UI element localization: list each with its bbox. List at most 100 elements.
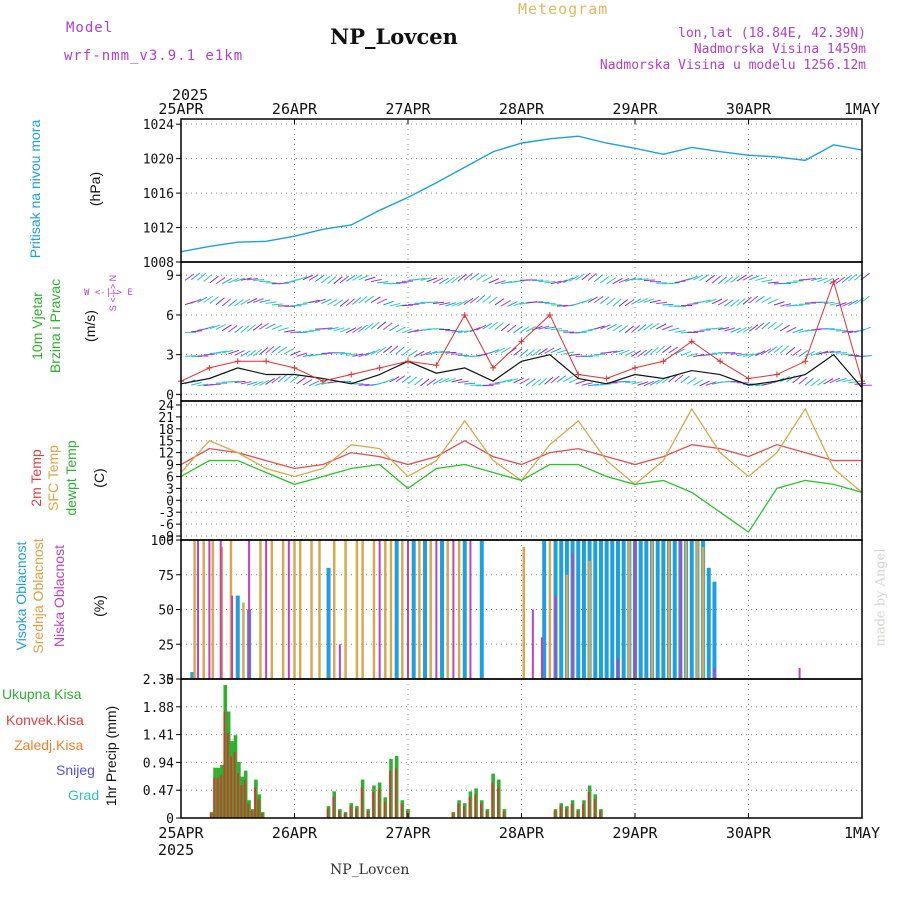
wind-arrow (253, 298, 264, 303)
wind-arrow (259, 347, 269, 356)
wind-arrow (711, 298, 723, 305)
wind-arrow (426, 350, 438, 356)
cloud-bar (457, 540, 461, 679)
wind-arrow (804, 377, 814, 386)
cloud-bar (713, 667, 716, 679)
precip-bar (343, 812, 348, 818)
wind-gust-mark (660, 358, 667, 365)
wind-gust-mark (745, 375, 752, 382)
wind-arrow (190, 272, 201, 281)
wind-arrow (370, 296, 381, 303)
wind-arrow (221, 298, 231, 307)
wind-arrow (817, 350, 829, 355)
wind-arrow (370, 278, 382, 283)
wind-arrow (277, 282, 290, 285)
wind-arrow (519, 326, 530, 333)
wind-arrow (655, 323, 667, 330)
wind-arrow (593, 274, 604, 283)
wind-arrow (581, 272, 591, 281)
wind-arrow (779, 345, 789, 354)
wind-arrow (507, 378, 519, 383)
y-tick-label: 1016 (143, 187, 174, 202)
wind-arrow (606, 350, 618, 354)
wind-arrow (197, 383, 209, 387)
cloud-bar (712, 581, 717, 679)
wind-arrow (507, 324, 517, 333)
wind-arrow (736, 353, 748, 357)
cloud-bar (407, 540, 409, 679)
wind-arrow (687, 303, 699, 305)
wind-arrow (525, 326, 537, 332)
wind-gust-mark (802, 358, 809, 365)
wind-arrow (841, 275, 852, 283)
wind-arrow (581, 382, 593, 386)
wind-arrow (767, 281, 779, 284)
model-altitude-info: Nadmorska Visina u modelu 1256.12m (599, 58, 866, 73)
wind-arrow (488, 278, 500, 284)
pressure-line (180, 135, 863, 253)
wind-arrow (426, 277, 438, 283)
wind-arrow (637, 349, 647, 358)
wind-gust-mark (376, 364, 383, 371)
cloud-bar (344, 540, 347, 679)
y-tick-label: 18 (158, 423, 174, 438)
cloud-bar (435, 540, 438, 679)
wind-arrow (370, 321, 380, 330)
y-tick-label: 25 (158, 638, 174, 653)
cloud-bar (672, 540, 677, 679)
model-name: wrf-nmm_v3.9.1 e1km (64, 48, 244, 64)
wind-arrow (612, 324, 623, 332)
wind-arrow (321, 327, 333, 330)
precip-bar (394, 755, 399, 818)
wind-gust-mark (632, 364, 638, 371)
wind-arrow (253, 279, 265, 281)
wind-arrow (432, 378, 443, 385)
precip-legend-snow: Snijeg (56, 762, 95, 778)
wind-arrow (277, 346, 288, 354)
wind-arrow (637, 278, 649, 281)
wind-arrow (439, 350, 451, 354)
wind-arrow (339, 327, 351, 333)
cloud-bar (571, 553, 574, 679)
wind-arrow (345, 274, 356, 282)
wind-arrow (445, 377, 456, 383)
wind-arrow (612, 298, 622, 307)
wind-arrow (823, 277, 834, 284)
cloud-bar (565, 574, 569, 679)
wind-arrow (191, 330, 203, 333)
y-tick-label: 2.35 (143, 673, 174, 688)
wind-arrow (476, 324, 487, 331)
y-tick-label: 12 (158, 447, 174, 462)
wind-arrow (724, 299, 734, 307)
wind-arrow (426, 378, 437, 386)
y-tick-label: 50 (158, 604, 174, 619)
wind-arrow (228, 325, 238, 333)
wind-arrow (637, 324, 647, 332)
wind-arrow (246, 278, 258, 281)
altitude-info: Nadmorska Visina 1459m (693, 42, 866, 57)
cloud-bar (628, 540, 631, 679)
wind-arrow (284, 280, 296, 284)
cloud-bar (190, 672, 195, 679)
wind-arrow (203, 274, 213, 282)
x-tick-label-bottom: 27APR (385, 824, 431, 842)
y-tick-label: 1024 (143, 118, 174, 133)
wind-arrow (234, 299, 244, 307)
wind-gust-mark (348, 371, 355, 378)
wind-arrow (680, 350, 692, 357)
cloud-bar (542, 540, 547, 679)
wind-arrow (767, 321, 777, 330)
wind-arrow (538, 377, 548, 386)
cloud-bar (634, 540, 636, 679)
wind-arrow (643, 298, 655, 303)
precip-bar (400, 800, 405, 818)
wind-arrow (500, 300, 511, 307)
product-label: Meteogram (518, 0, 609, 18)
cloud-bar (211, 540, 215, 679)
wind-arrow (513, 301, 525, 307)
wind-arrow (848, 330, 860, 334)
wind-arrow (191, 381, 202, 386)
wind-gust-mark (546, 311, 553, 318)
model-label: Model (66, 20, 114, 36)
wind-arrow (513, 377, 524, 384)
